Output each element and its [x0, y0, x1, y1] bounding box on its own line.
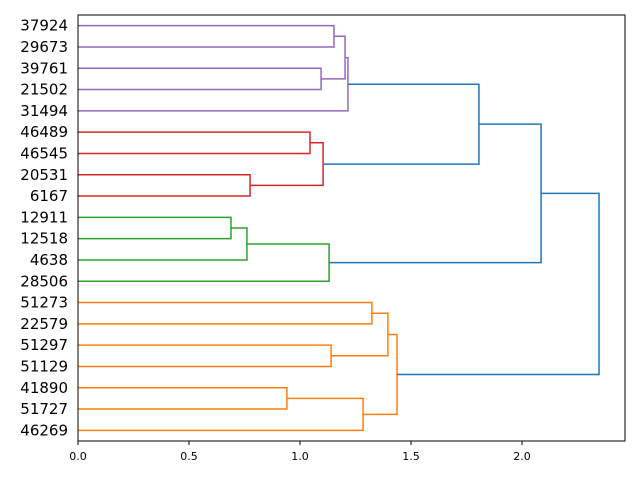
- leaf-label: 46545: [20, 144, 68, 162]
- leaf-label: 6167: [30, 187, 68, 205]
- leaf-label: 37924: [20, 17, 68, 35]
- plot-frame: [77, 14, 626, 442]
- x-tick-label: 1.5: [402, 450, 420, 463]
- dendrogram-link: [78, 344, 332, 368]
- leaf-label: 39761: [20, 59, 68, 77]
- dendrogram-link: [78, 227, 248, 261]
- dendrogram-link: [250, 142, 324, 187]
- leaf-label: 21502: [20, 81, 68, 99]
- leaf-label: 51297: [20, 336, 68, 354]
- dendrogram-link: [78, 56, 349, 112]
- dendrogram-link: [78, 131, 311, 155]
- leaf-label: 41890: [20, 379, 68, 397]
- dendrogram-link: [78, 174, 251, 197]
- dendrogram-link: [78, 67, 322, 91]
- links: [78, 24, 600, 432]
- leaf-label: 12518: [20, 230, 68, 248]
- leaf-label: 4638: [30, 251, 68, 269]
- leaf-label: 51727: [20, 400, 68, 418]
- x-tick-label: 0.5: [180, 450, 198, 463]
- dendrogram-link: [78, 301, 373, 325]
- x-tick-label: 2.0: [513, 450, 531, 463]
- dendrogram-link: [329, 123, 542, 264]
- dendrogram-link: [331, 312, 389, 357]
- dendrogram-link: [78, 24, 335, 48]
- leaf-label: 28506: [20, 272, 68, 290]
- leaf-label: 51129: [20, 357, 68, 375]
- dendrogram-link: [78, 243, 330, 282]
- leaf-label: 46489: [20, 123, 68, 141]
- dendrogram-link: [397, 192, 600, 376]
- leaf-label: 22579: [20, 315, 68, 333]
- dendrogram-link: [78, 387, 288, 410]
- dendrogram-link: [363, 333, 398, 416]
- leaf-label: 29673: [20, 38, 68, 56]
- leaf-label: 31494: [20, 102, 68, 120]
- dendrogram-link: [323, 83, 480, 165]
- x-tick-label: 1.0: [291, 450, 309, 463]
- dendrogram-link: [78, 397, 364, 432]
- leaf-label: 46269: [20, 421, 68, 439]
- leaf-label: 20531: [20, 166, 68, 184]
- dendrogram-link: [78, 216, 232, 240]
- dendrogram-link: [321, 35, 346, 80]
- leaf-labels: 37924 29673 39761 21502 31494 46489 46545 20531…: [20, 17, 68, 440]
- leaf-label: 51273: [20, 294, 68, 312]
- leaf-label: 12911: [20, 208, 68, 226]
- x-tick-label: 0.0: [69, 450, 87, 463]
- x-axis: 0.0 0.5 1.0 1.5 2.0: [69, 441, 531, 463]
